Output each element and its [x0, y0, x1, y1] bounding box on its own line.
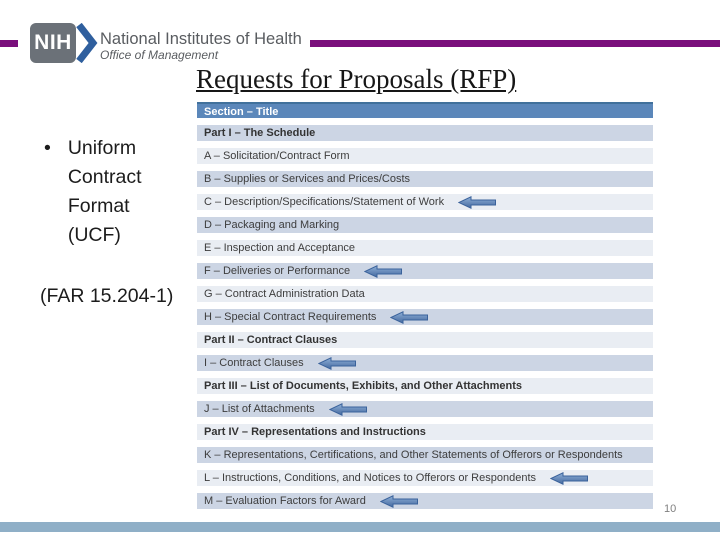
left-arrow-icon: [317, 356, 356, 370]
left-arrow-icon: [390, 310, 429, 324]
table-row: Part III – List of Documents, Exhibits, …: [197, 378, 653, 394]
row-label: F – Deliveries or Performance: [204, 265, 351, 277]
ucf-table: Section – Title Part I – The Schedule A –…: [197, 102, 653, 516]
table-row: C – Description/Specifications/Statement…: [197, 194, 653, 210]
table-row: I – Contract Clauses: [197, 355, 653, 371]
left-arrow-icon: [550, 471, 589, 485]
row-label: Part III – List of Documents, Exhibits, …: [204, 380, 523, 392]
slide-title: Requests for Proposals (RFP): [196, 64, 517, 94]
accent-bar-right: [310, 40, 720, 47]
row-label: Part II – Contract Clauses: [204, 334, 338, 346]
table-row: L – Instructions, Conditions, and Notice…: [197, 470, 653, 486]
table-row: K – Representations, Certifications, and…: [197, 447, 653, 463]
row-label: L – Instructions, Conditions, and Notice…: [204, 472, 537, 484]
row-label: Part I – The Schedule: [204, 127, 316, 139]
bullet-list: • Uniform Contract Format (UCF): [44, 134, 180, 250]
table-row: Part I – The Schedule: [197, 125, 653, 141]
table-row: F – Deliveries or Performance: [197, 263, 653, 279]
bullet-text: Uniform Contract Format (UCF): [67, 137, 142, 246]
table-row: J – List of Attachments: [197, 401, 653, 417]
row-label: K – Representations, Certifications, and…: [204, 449, 623, 461]
org-text: National Institutes of Health Office of …: [100, 30, 302, 62]
row-label: C – Description/Specifications/Statement…: [204, 196, 445, 208]
table-row: G – Contract Administration Data: [197, 286, 653, 302]
footer-bar: [0, 522, 720, 532]
row-label: I – Contract Clauses: [204, 357, 304, 369]
page-number: 10: [664, 503, 677, 515]
left-arrow-icon: [458, 195, 497, 209]
table-row: E – Inspection and Acceptance: [197, 240, 653, 256]
row-label: J – List of Attachments: [204, 403, 315, 415]
table-row: Part IV – Representations and Instructio…: [197, 424, 653, 440]
table-row: Part II – Contract Clauses: [197, 332, 653, 348]
table-row: B – Supplies or Services and Prices/Cost…: [197, 171, 653, 187]
row-label: E – Inspection and Acceptance: [204, 242, 356, 254]
row-label: A – Solicitation/Contract Form: [204, 150, 350, 162]
row-label: Part IV – Representations and Instructio…: [204, 426, 426, 438]
table-row: A – Solicitation/Contract Form: [197, 148, 653, 164]
left-arrow-icon: [379, 494, 418, 508]
row-label: M – Evaluation Factors for Award: [204, 495, 366, 507]
nih-logo: NIH: [30, 23, 76, 63]
bullet-marker: •: [44, 137, 51, 159]
table-header: Section – Title: [197, 102, 653, 118]
far-reference: (FAR 15.204-1): [40, 285, 174, 307]
org-sub-name: Office of Management: [100, 48, 219, 62]
row-label: H – Special Contract Requirements: [204, 311, 377, 323]
table-row: D – Packaging and Marking: [197, 217, 653, 233]
nih-logo-acronym: NIH: [34, 31, 72, 54]
left-arrow-icon: [364, 264, 403, 278]
table-row: M – Evaluation Factors for Award: [197, 493, 653, 509]
accent-bar-left: [0, 40, 18, 47]
nih-logo-chevron-icon: [76, 23, 98, 63]
table-body: Part I – The Schedule A – Solicitation/Co…: [197, 125, 653, 509]
left-arrow-icon: [328, 402, 367, 416]
row-label: G – Contract Administration Data: [204, 288, 365, 300]
row-label: D – Packaging and Marking: [204, 219, 340, 231]
table-row: H – Special Contract Requirements: [197, 309, 653, 325]
org-name: National Institutes of Health: [100, 30, 302, 48]
row-label: B – Supplies or Services and Prices/Cost…: [204, 173, 411, 185]
